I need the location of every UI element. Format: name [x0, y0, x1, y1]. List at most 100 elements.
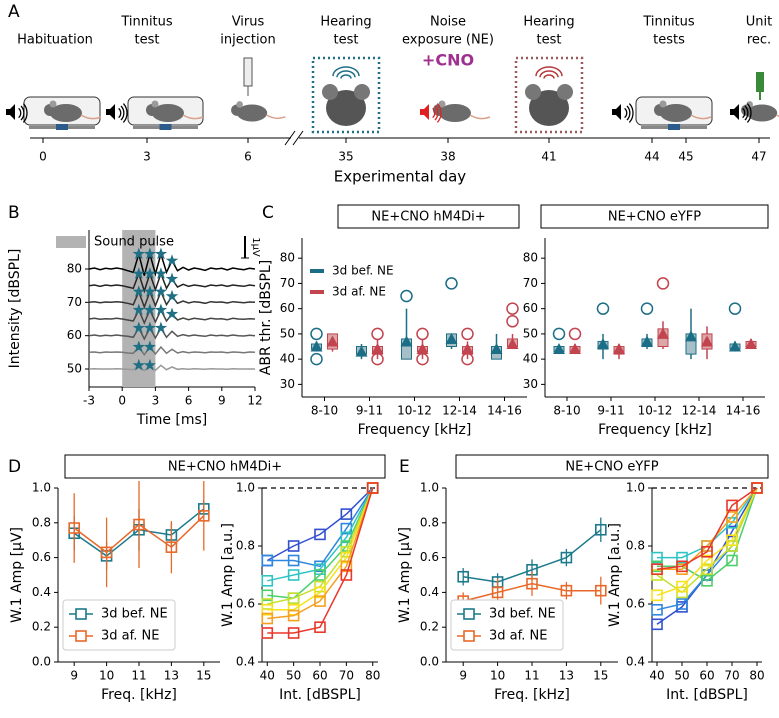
- marker: [314, 569, 326, 581]
- marker: [726, 499, 738, 512]
- outlier: [640, 302, 654, 315]
- marker: [560, 584, 573, 597]
- y-tick-label: 0.4: [236, 655, 255, 669]
- y-tick-label: 1.0: [420, 481, 439, 495]
- marker: [726, 554, 738, 567]
- peak-marker: [143, 358, 156, 371]
- mouse-icon: [80, 114, 102, 120]
- y-tick-label: 0.6: [32, 550, 51, 564]
- x-tick-label: 60: [699, 669, 714, 683]
- mouse-face: [326, 90, 366, 126]
- panel-label: A: [8, 2, 20, 22]
- outlier: [416, 327, 429, 341]
- outlier: [461, 352, 474, 366]
- chart-title: NE+CNO eYFP: [565, 460, 658, 475]
- stage-label: Tinnitus: [642, 15, 695, 30]
- legend-label: 3d bef. NE: [332, 264, 394, 278]
- mouse-icon: [236, 104, 268, 122]
- marker: [287, 540, 300, 552]
- mouse-icon: [746, 104, 778, 122]
- y-tick-label: 0.4: [32, 585, 51, 599]
- outlier: [656, 277, 670, 290]
- legend-label: 3d bef. NE: [489, 607, 556, 622]
- x-tick-label: 11: [131, 669, 146, 683]
- speaker-icon: [612, 104, 621, 120]
- marker: [651, 618, 663, 631]
- y-tick-label: 80: [523, 251, 538, 265]
- outlier: [461, 327, 474, 341]
- legend-marker: [75, 630, 87, 642]
- sound-wave: [120, 105, 125, 121]
- marker: [651, 589, 663, 602]
- line: [267, 487, 374, 605]
- mean-marker: [310, 340, 323, 352]
- x-tick-label: 12-14: [682, 404, 717, 418]
- title-box: [455, 454, 769, 479]
- peak-marker: [143, 303, 156, 316]
- peak-marker: [132, 267, 145, 279]
- legend-box: [450, 599, 564, 651]
- mean-marker: [355, 345, 368, 357]
- sound-wave: [543, 74, 555, 79]
- sound-wave: [539, 70, 559, 78]
- tick-label: 6: [244, 150, 252, 164]
- legend-marker: [463, 630, 475, 642]
- sound-wave: [434, 105, 439, 121]
- panel-label: B: [8, 203, 20, 223]
- stage-label: test: [135, 33, 160, 48]
- peak-marker: [154, 321, 168, 334]
- line: [88, 345, 256, 356]
- x-tick-label: 10: [99, 669, 114, 683]
- mouse-icon: [775, 114, 779, 118]
- marker: [366, 482, 379, 494]
- legend-label: 3d af. NE: [332, 285, 386, 299]
- y-tick-label: 60: [67, 328, 82, 342]
- sound-wave: [118, 107, 122, 119]
- marker: [457, 570, 470, 583]
- mouse-ear: [322, 84, 338, 100]
- x-tick-label: 50: [674, 669, 689, 683]
- stage-label: test: [334, 33, 359, 48]
- x-tick-label: 9-11: [597, 404, 624, 418]
- x-tick-label: 40: [649, 669, 664, 683]
- y-tick-label: 60: [280, 301, 295, 315]
- sensor-icon: [56, 124, 68, 130]
- speaker-icon: [6, 104, 15, 120]
- marker: [261, 589, 274, 602]
- marker: [651, 563, 663, 576]
- y-tick-label: 0.2: [32, 620, 51, 634]
- x-axis-title: Time [ms]: [136, 412, 208, 428]
- tick-label: 47: [751, 150, 766, 164]
- line: [656, 487, 758, 594]
- peak-marker: [132, 321, 145, 334]
- y-tick-label: 40: [280, 352, 295, 366]
- marker: [287, 554, 300, 567]
- outlier: [310, 352, 323, 366]
- stage-label: Noise: [430, 15, 466, 30]
- y-axis-title: W.1 Amp [a.u.]: [220, 523, 236, 627]
- stage-label: Virus: [232, 15, 265, 30]
- mean-marker: [461, 343, 474, 355]
- outlier: [568, 327, 582, 341]
- y-tick-label: 70: [523, 276, 538, 290]
- tick-label: 0: [39, 150, 47, 164]
- stage-label: rec.: [747, 33, 771, 48]
- electrode-icon: [756, 72, 764, 92]
- x-tick-label: 15: [593, 669, 608, 683]
- axis-title: Experimental day: [334, 168, 467, 186]
- sound-wave: [336, 70, 356, 78]
- marker: [726, 525, 738, 538]
- chart-title: NE+CNO hM4Di+: [371, 210, 485, 225]
- marker: [676, 586, 688, 599]
- mouse-icon: [151, 100, 159, 108]
- x-axis-title: Int. [dBSPL]: [666, 687, 748, 703]
- peak-marker: [132, 340, 145, 353]
- mean-marker: [506, 338, 519, 349]
- x-axis-title: Freq. [kHz]: [101, 687, 177, 703]
- sound-wave: [332, 66, 360, 77]
- mouse-icon: [690, 114, 712, 120]
- marker: [651, 551, 663, 564]
- y-tick-label: 80: [67, 262, 82, 276]
- sound-wave: [624, 107, 628, 119]
